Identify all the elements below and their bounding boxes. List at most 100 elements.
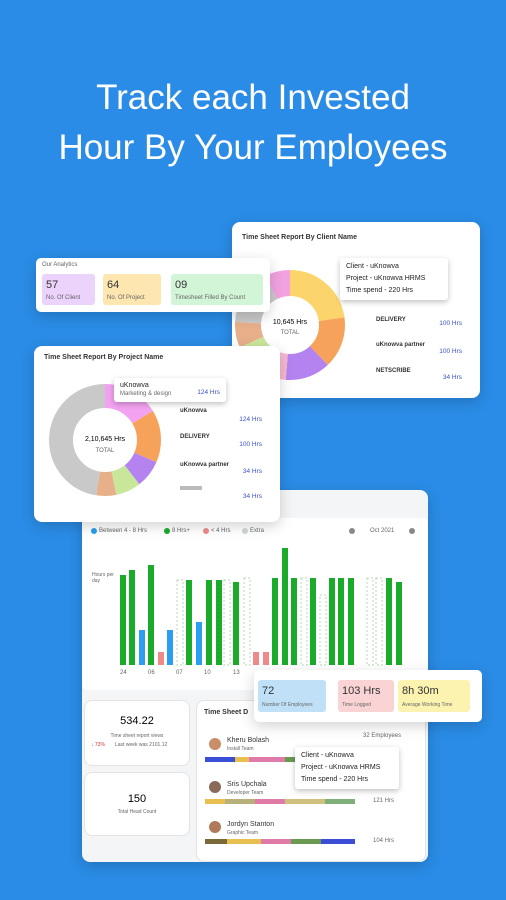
tooltip-sub: Marketing & design: [120, 391, 172, 397]
stat-value: 57: [46, 279, 59, 291]
shape: [49, 384, 161, 496]
list-value: 100 Hrs: [239, 441, 262, 448]
bar-shape: [282, 548, 288, 665]
views-previous: Last week was 2101.12: [115, 742, 168, 748]
stat-label: Average Working Time: [402, 702, 453, 708]
bar-shape: [396, 582, 402, 665]
headcount-card: 150 Total Head Count: [84, 772, 190, 836]
list-value: 124 Hrs: [239, 416, 262, 423]
headcount-value: 150: [127, 793, 147, 805]
stat-label: Number Of Employees: [262, 702, 313, 708]
element: [49, 384, 161, 496]
tooltip-line: Time spend - 220 Hrs: [346, 287, 414, 294]
bar-shape: [225, 799, 255, 804]
employee-name: Sris Upchala: [227, 781, 267, 788]
bar-chart: [91, 528, 415, 666]
bar-shape: [216, 580, 222, 665]
stat-value: 64: [107, 279, 120, 291]
bar-shape: [249, 757, 285, 762]
bar-shape: [325, 799, 355, 804]
stat-label: Timesheet Filled By Count: [175, 295, 246, 301]
bar-shape: [196, 622, 202, 665]
list-name: DELIVERY: [180, 434, 210, 440]
bar-shape: [329, 578, 335, 665]
list-name: DELIVERY: [376, 317, 406, 323]
shape: [209, 781, 221, 793]
bar-shape: [158, 652, 164, 665]
bar-shape: [300, 577, 308, 666]
center-label: TOTAL: [280, 330, 300, 336]
bar-shape: [167, 630, 173, 665]
center-value: 2,10,645 Hrs: [84, 436, 126, 443]
summary-card: 72 Number Of Employees 103 Hrs Time Logg…: [254, 670, 482, 722]
stat-box: 64 No. Of Project: [103, 274, 161, 305]
views-value: 534.22: [120, 715, 154, 727]
stat-box: 103 Hrs Time Logged: [338, 680, 394, 712]
bar-shape: [176, 579, 184, 666]
card-title: Time Sheet Report By Client Name: [242, 234, 358, 241]
bar-shape: [129, 570, 135, 665]
tooltip-line: Client - uKnowva: [301, 752, 354, 759]
card-title: Time Sheet Report By Project Name: [44, 354, 164, 361]
x-label: 10: [204, 670, 211, 676]
bar-shape: [205, 799, 225, 804]
shape: [235, 270, 345, 380]
stat-label: No. Of Project: [107, 295, 145, 301]
employee-team: Install Team: [227, 746, 254, 752]
placeholder-bar: [180, 486, 202, 490]
month: Oct 2021: [370, 528, 395, 534]
bar-shape: [186, 580, 192, 665]
stat-box: 09 Timesheet Filled By Count: [171, 274, 263, 305]
views-change: ↓ 73%: [91, 742, 105, 748]
stat-label: No. Of Client: [46, 295, 81, 301]
x-label: 07: [176, 670, 183, 676]
shape: [349, 528, 355, 534]
card-title: Our Analytics: [42, 262, 78, 268]
employee-count: 32 Employees: [363, 733, 402, 739]
tooltip: uKnowva Marketing & design 124 Hrs: [114, 378, 226, 402]
bar-shape: [205, 757, 235, 762]
tooltip-value: 124 Hrs: [197, 389, 220, 396]
tooltip: Client - uKnowva Project - uKnowva HRMS Ti…: [295, 747, 399, 789]
bar-shape: [235, 757, 249, 762]
element: [205, 799, 355, 804]
list-value: 100 Hrs: [439, 348, 462, 355]
bar-shape: [223, 579, 231, 666]
legend-label: Extra: [250, 528, 265, 534]
center-label: TOTAL: [95, 448, 115, 454]
shape: [235, 270, 345, 380]
x-label: 13: [233, 670, 240, 676]
stat-box: 57 No. Of Client: [42, 274, 95, 305]
shape: [242, 528, 248, 534]
donut: [235, 270, 345, 380]
bar-shape: [205, 839, 227, 844]
employee-name: Jordyn Stanton: [227, 821, 275, 828]
employee-hours: 121 Hrs: [373, 798, 395, 804]
timesheet-card: Time Sheet D 32 Employees Kheru Bolash I…: [196, 700, 426, 862]
shape: [235, 270, 345, 380]
list-value: 34 Hrs: [242, 493, 262, 500]
views-card: 534.22 Time sheet report views ↓ 73% Las…: [84, 700, 190, 766]
bar-shape: [263, 652, 269, 665]
donut: [49, 384, 161, 496]
center-value: 10,645 Hrs: [272, 319, 308, 326]
bar-shape: [285, 799, 325, 804]
bar-shape: [233, 582, 239, 665]
bar-shape: [321, 839, 355, 844]
bar-shape: [139, 630, 145, 665]
bar-shape: [253, 652, 259, 665]
list-value: 34 Hrs: [442, 374, 462, 381]
bar-shape: [120, 575, 126, 665]
tooltip-line: Time spend - 220 Hrs: [301, 776, 369, 783]
employee-team: Graphic Team: [227, 830, 259, 836]
stat-label: Time Logged: [342, 702, 371, 708]
bar-shape: [148, 565, 154, 665]
legend-label: 8 Hrs+: [172, 528, 190, 534]
stat-value: 09: [175, 279, 188, 291]
stat-value: 72: [262, 685, 275, 697]
shape: [49, 384, 161, 496]
headline: Track each Invested: [96, 78, 410, 117]
bar-shape: [261, 839, 291, 844]
views-label: Time sheet report views: [110, 733, 164, 739]
bar-shape: [227, 839, 261, 844]
